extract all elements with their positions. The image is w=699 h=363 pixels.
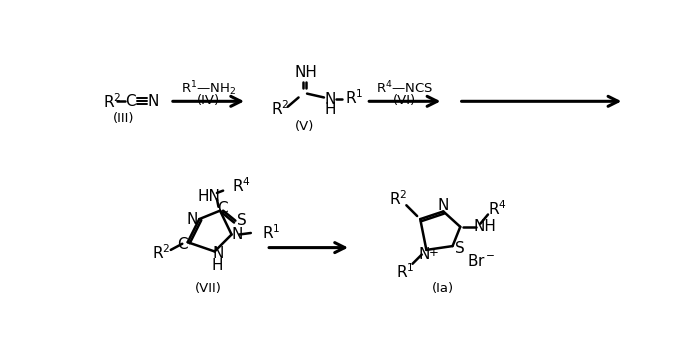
Text: S: S: [238, 213, 247, 228]
Text: C: C: [125, 94, 136, 109]
Text: +: +: [429, 246, 439, 259]
Text: (VI): (VI): [394, 94, 417, 107]
Text: HN: HN: [198, 188, 221, 204]
Text: R$^2$: R$^2$: [152, 244, 170, 262]
Text: R$^2$: R$^2$: [389, 189, 408, 208]
Text: (V): (V): [295, 120, 315, 133]
Text: Br$^-$: Br$^-$: [468, 253, 496, 269]
Text: R$^4$: R$^4$: [488, 199, 507, 218]
Text: N: N: [438, 198, 449, 213]
Text: H: H: [324, 102, 336, 117]
Text: S: S: [454, 241, 464, 256]
Text: N: N: [187, 212, 198, 227]
Text: R$^4$: R$^4$: [232, 177, 251, 195]
Text: R$^2$: R$^2$: [271, 100, 289, 118]
Text: NH: NH: [295, 65, 318, 80]
Text: N: N: [419, 247, 430, 262]
Text: (VII): (VII): [195, 282, 222, 295]
Text: R$^4$—NCS: R$^4$—NCS: [376, 80, 433, 97]
Text: R$^1$: R$^1$: [345, 88, 363, 107]
Text: C: C: [217, 201, 228, 216]
Text: N: N: [324, 91, 336, 106]
Text: NH: NH: [473, 219, 496, 234]
Text: N: N: [147, 94, 159, 109]
Text: R$^2$: R$^2$: [103, 92, 122, 111]
Text: R$^1$: R$^1$: [396, 262, 414, 281]
Text: (Ia): (Ia): [432, 282, 454, 295]
Text: C: C: [177, 237, 187, 252]
Text: N: N: [212, 246, 224, 261]
Text: H: H: [211, 258, 223, 273]
Text: N: N: [231, 227, 243, 242]
Text: (III): (III): [113, 112, 134, 125]
Text: R$^1$: R$^1$: [262, 223, 281, 241]
Text: R$^1$—NH$_2$: R$^1$—NH$_2$: [181, 79, 236, 98]
Text: (IV): (IV): [197, 94, 220, 107]
